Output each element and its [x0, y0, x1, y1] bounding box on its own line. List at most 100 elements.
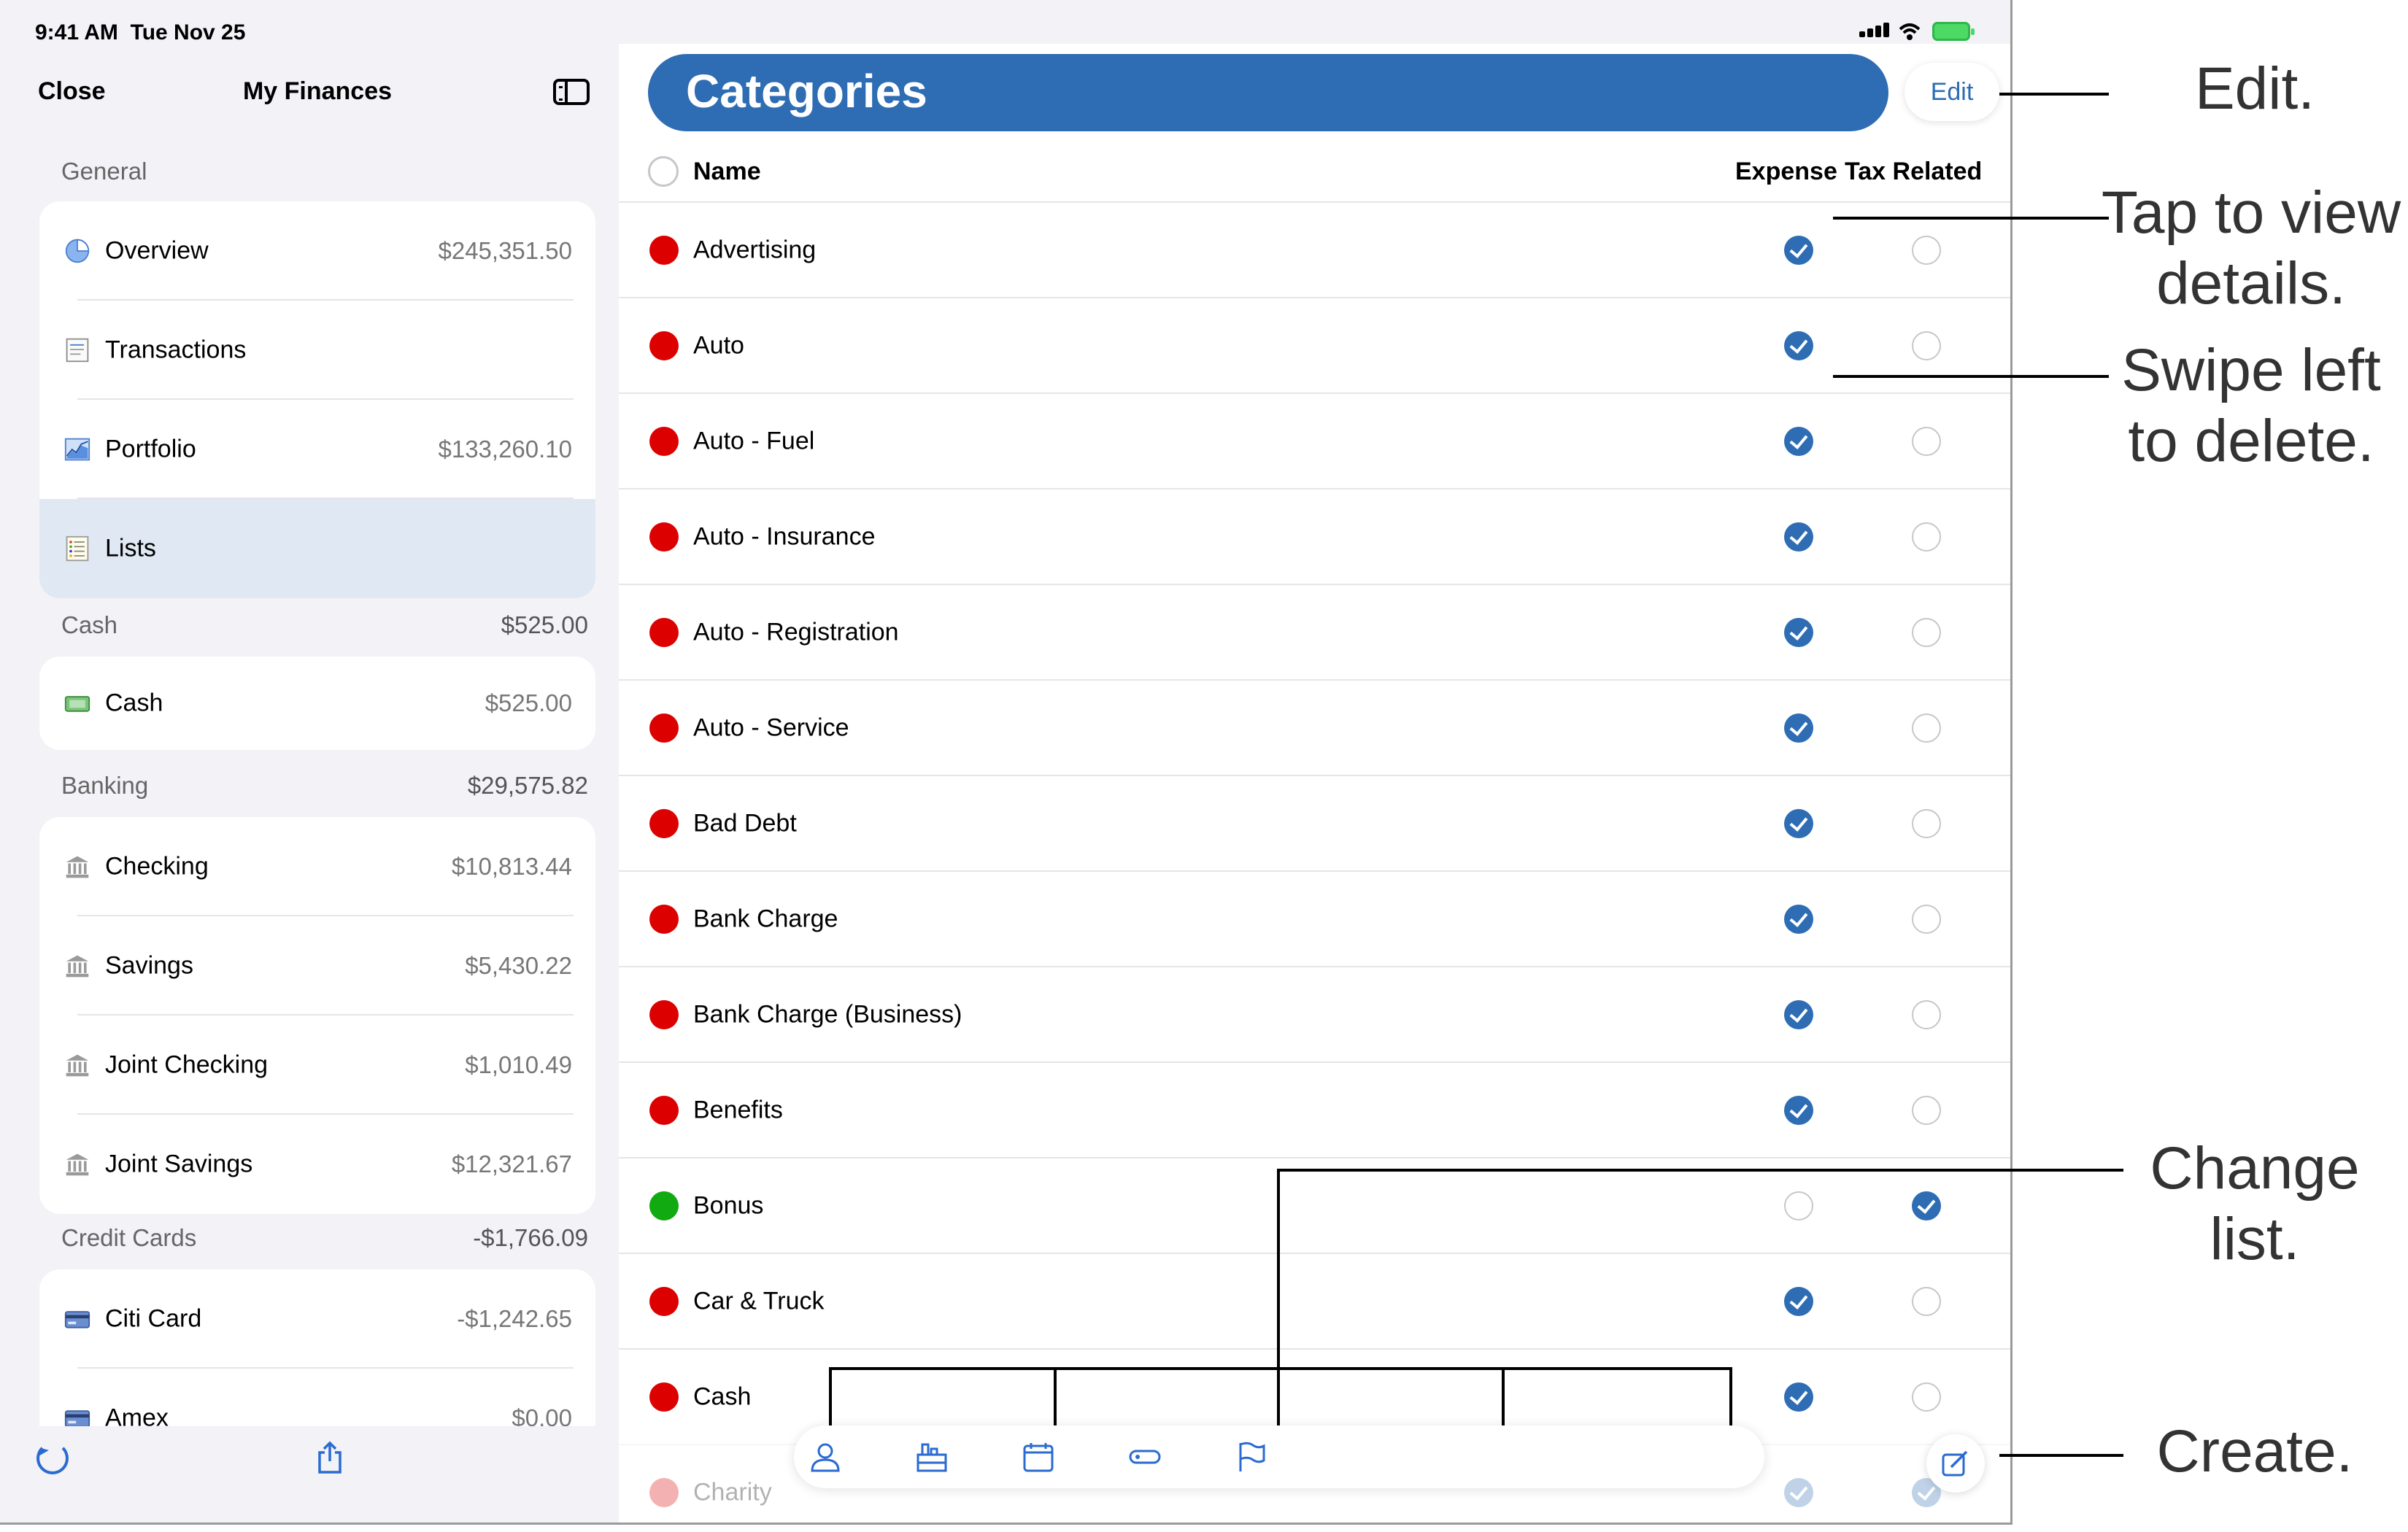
tax-related-checkbox[interactable] [1912, 713, 1941, 743]
tax-related-checkbox[interactable] [1912, 1382, 1941, 1412]
sidebar-item-joint-savings[interactable]: Joint Savings $12,321.67 [39, 1115, 595, 1214]
tax-related-checkbox[interactable] [1912, 617, 1941, 647]
close-button[interactable]: Close [38, 77, 106, 105]
sidebar-toggle-icon[interactable] [553, 79, 590, 105]
callout-tick-3 [1277, 1367, 1280, 1425]
sidebar-item-lists[interactable]: Lists [39, 499, 595, 598]
section-cash: Cash $525.00 [61, 611, 588, 639]
sidebar-item-citi-card[interactable]: Citi Card -$1,242.65 [39, 1269, 595, 1369]
section-label: General [61, 158, 147, 185]
battery-icon [1932, 22, 1975, 41]
tax-related-checkbox[interactable] [1912, 522, 1941, 552]
sidebar-item-checking[interactable]: Checking $10,813.44 [39, 817, 595, 916]
sidebar-item-savings[interactable]: Savings $5,430.22 [39, 916, 595, 1015]
expense-checkbox[interactable] [1784, 713, 1813, 743]
receipt-icon [66, 338, 89, 363]
category-row[interactable]: Auto - Service [619, 679, 2010, 775]
expense-checkbox[interactable] [1784, 1095, 1813, 1125]
category-row[interactable]: Auto [619, 297, 2010, 392]
tag-icon[interactable] [1128, 1440, 1162, 1474]
category-name: Auto [693, 331, 744, 359]
category-row[interactable]: Auto - Fuel [619, 392, 2010, 488]
category-name: Car & Truck [693, 1287, 825, 1315]
tax-related-checkbox[interactable] [1912, 904, 1941, 934]
category-row[interactable]: Auto - Registration [619, 584, 2010, 679]
tax-related-checkbox[interactable] [1912, 426, 1941, 456]
category-color-dot [649, 1095, 679, 1125]
sidebar-item-amount: $245,351.50 [438, 237, 572, 264]
portfolio-icon[interactable] [915, 1440, 949, 1474]
create-button[interactable] [1926, 1434, 1985, 1493]
tax-related-checkbox[interactable] [1912, 330, 1941, 360]
calendar-icon[interactable] [1022, 1440, 1055, 1474]
status-date: Tue Nov 25 [130, 20, 246, 45]
sidebar-item-label: Transactions [105, 336, 247, 364]
expense-checkbox[interactable] [1784, 1477, 1813, 1507]
tax-related-checkbox[interactable] [1912, 999, 1941, 1029]
expense-checkbox[interactable] [1784, 1286, 1813, 1316]
category-row[interactable]: Auto - Insurance [619, 488, 2010, 584]
tax-related-checkbox[interactable] [1912, 235, 1941, 265]
cash-card: Cash $525.00 [39, 657, 595, 750]
category-color-dot [649, 1191, 679, 1220]
category-row[interactable]: Bank Charge (Business) [619, 966, 2010, 1061]
tax-related-checkbox[interactable] [1912, 808, 1941, 838]
bank-icon [66, 955, 89, 978]
category-row[interactable]: Benefits [619, 1061, 2010, 1157]
sidebar-item-overview[interactable]: Overview $245,351.50 [39, 201, 595, 301]
category-row[interactable]: Car & Truck [619, 1253, 2010, 1348]
callout-line-create [1999, 1454, 2123, 1457]
sidebar-title: My Finances [242, 77, 393, 105]
credit-card-icon [64, 1311, 90, 1328]
callout-tap-line1: Tap to view [2101, 179, 2401, 246]
callout-line-swipe [1833, 375, 2109, 378]
section-label: Banking [61, 772, 149, 799]
expense-checkbox[interactable] [1784, 999, 1813, 1029]
tax-related-checkbox[interactable] [1912, 1191, 1941, 1220]
edit-button[interactable]: Edit [1905, 63, 1999, 121]
expense-checkbox[interactable] [1784, 330, 1813, 360]
category-color-dot [649, 904, 679, 934]
share-icon[interactable] [317, 1441, 343, 1474]
category-list: Advertising Auto Auto - Fuel Auto - Insuran… [619, 201, 2010, 1523]
tax-related-checkbox[interactable] [1912, 1095, 1941, 1125]
expense-checkbox[interactable] [1784, 808, 1813, 838]
sidebar-item-label: Lists [105, 534, 156, 562]
sidebar-item-label: Joint Checking [105, 1051, 269, 1079]
payee-icon[interactable] [809, 1440, 842, 1474]
expense-checkbox[interactable] [1784, 1191, 1813, 1220]
category-row[interactable]: Cash [619, 1348, 2010, 1444]
callout-tap-line2: details. [2156, 249, 2346, 317]
sidebar-item-joint-checking[interactable]: Joint Checking $1,010.49 [39, 1015, 595, 1115]
expense-checkbox[interactable] [1784, 522, 1813, 552]
sidebar-item-portfolio[interactable]: Portfolio $133,260.10 [39, 400, 595, 499]
category-row[interactable]: Bank Charge [619, 870, 2010, 966]
select-all-radio[interactable] [648, 156, 679, 187]
ipad-screen: 9:41 AM Tue Nov 25 Close My Finances Gen… [0, 0, 2013, 1525]
refresh-icon[interactable] [36, 1442, 69, 1474]
expense-checkbox[interactable] [1784, 1382, 1813, 1412]
category-row[interactable]: Advertising [619, 201, 2010, 297]
flag-icon[interactable] [1235, 1440, 1268, 1474]
column-name[interactable]: Name [693, 158, 761, 185]
category-name: Bonus [693, 1191, 764, 1219]
expense-checkbox[interactable] [1784, 617, 1813, 647]
sidebar-item-cash[interactable]: Cash $525.00 [39, 657, 595, 750]
expense-checkbox[interactable] [1784, 235, 1813, 265]
callout-tap: Tap to view details. [2094, 178, 2408, 320]
column-expense[interactable]: Expense [1735, 158, 1837, 185]
category-row[interactable]: Bonus [619, 1157, 2010, 1253]
sidebar-item-amount: $525.00 [485, 689, 572, 716]
expense-checkbox[interactable] [1784, 904, 1813, 934]
category-name: Charity [693, 1478, 772, 1506]
callout-tick-2 [1054, 1367, 1057, 1425]
expense-checkbox[interactable] [1784, 426, 1813, 456]
category-color-dot [649, 522, 679, 552]
column-tax-related[interactable]: Tax Related [1845, 158, 1983, 185]
category-name: Bank Charge (Business) [693, 1000, 962, 1028]
compose-icon [1942, 1450, 1968, 1477]
category-color-dot [649, 999, 679, 1029]
sidebar-item-transactions[interactable]: Transactions [39, 301, 595, 400]
category-row[interactable]: Bad Debt [619, 775, 2010, 870]
tax-related-checkbox[interactable] [1912, 1286, 1941, 1316]
